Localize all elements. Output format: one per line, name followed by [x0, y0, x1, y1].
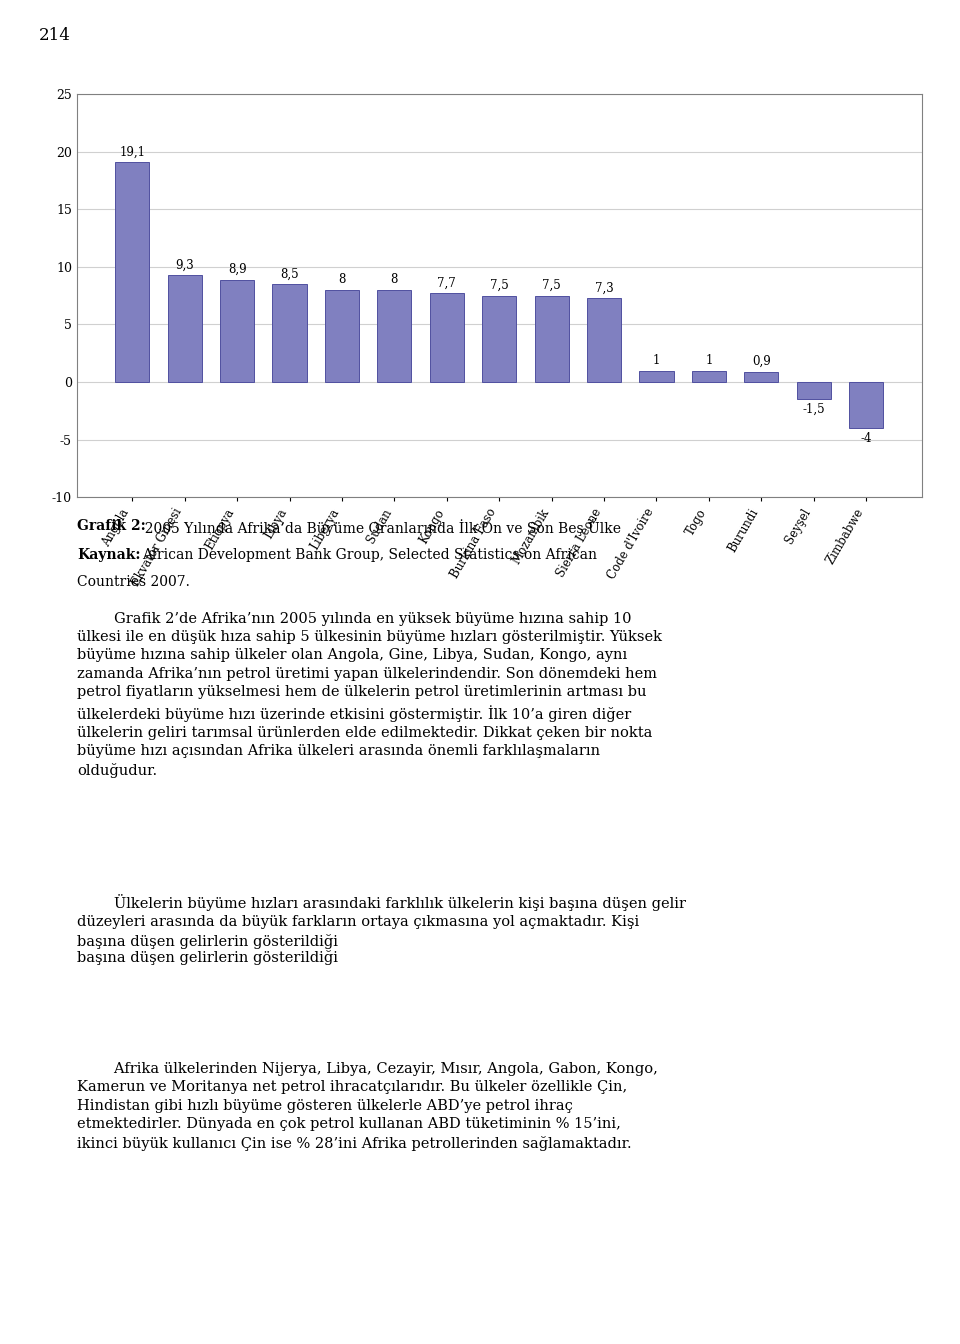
Text: 9,3: 9,3 [176, 258, 194, 271]
Text: 214: 214 [38, 27, 70, 44]
Bar [324, 290, 359, 382]
Text: Afrika ülkelerinden Nijerya, Libya, Cezayir, Mısır, Angola, Gabon, Kongo,
Kameru: Afrika ülkelerinden Nijerya, Libya, Ceza… [77, 1062, 658, 1150]
Bar [850, 382, 883, 429]
Bar [535, 296, 568, 382]
Text: 7,3: 7,3 [594, 281, 613, 294]
Text: 8: 8 [391, 273, 398, 286]
Bar [482, 296, 516, 382]
Bar [797, 382, 830, 399]
Text: 1: 1 [706, 353, 712, 367]
Text: Ülkelerin büyüme hızları arasındaki farklılık ülkelerin kişi başına düşen gelir
: Ülkelerin büyüme hızları arasındaki fark… [77, 894, 685, 949]
Text: 8,9: 8,9 [228, 263, 247, 276]
Text: 8: 8 [338, 273, 346, 286]
Text: 7,5: 7,5 [490, 280, 509, 292]
Text: 7,7: 7,7 [438, 277, 456, 290]
Text: Kaynak:: Kaynak: [77, 548, 140, 562]
Bar [692, 371, 726, 382]
Text: 0,9: 0,9 [752, 355, 771, 368]
Text: -4: -4 [860, 431, 872, 445]
Bar [220, 280, 254, 382]
Bar [377, 290, 412, 382]
Text: Countries 2007.: Countries 2007. [77, 575, 190, 589]
Text: Grafik 2’de Afrika’nın 2005 yılında en yüksek büyüme hızına sahip 10
ülkesi ile : Grafik 2’de Afrika’nın 2005 yılında en y… [77, 612, 661, 778]
Text: -1,5: -1,5 [803, 403, 825, 415]
Text: 1: 1 [653, 353, 660, 367]
Text: 8,5: 8,5 [280, 267, 299, 281]
Bar [587, 298, 621, 382]
Text: Grafik 2:: Grafik 2: [77, 519, 146, 532]
Bar [273, 284, 306, 382]
Text: 19,1: 19,1 [119, 145, 145, 159]
Bar [168, 276, 202, 382]
Text: 2005 Yılında Afrika’da Büyüme Oranlarında İlk On ve Son Beş Ülke: 2005 Yılında Afrika’da Büyüme Oranlarınd… [136, 519, 621, 536]
Text: başına düşen gelirlerin gösterildiği: başına düşen gelirlerin gösterildiği [77, 950, 343, 965]
Bar [430, 293, 464, 382]
Text: 7,5: 7,5 [542, 280, 561, 292]
Text: African Development Bank Group, Selected Statistics on African: African Development Bank Group, Selected… [142, 548, 597, 562]
Bar [115, 163, 149, 382]
Bar [744, 372, 779, 382]
Bar [639, 371, 674, 382]
